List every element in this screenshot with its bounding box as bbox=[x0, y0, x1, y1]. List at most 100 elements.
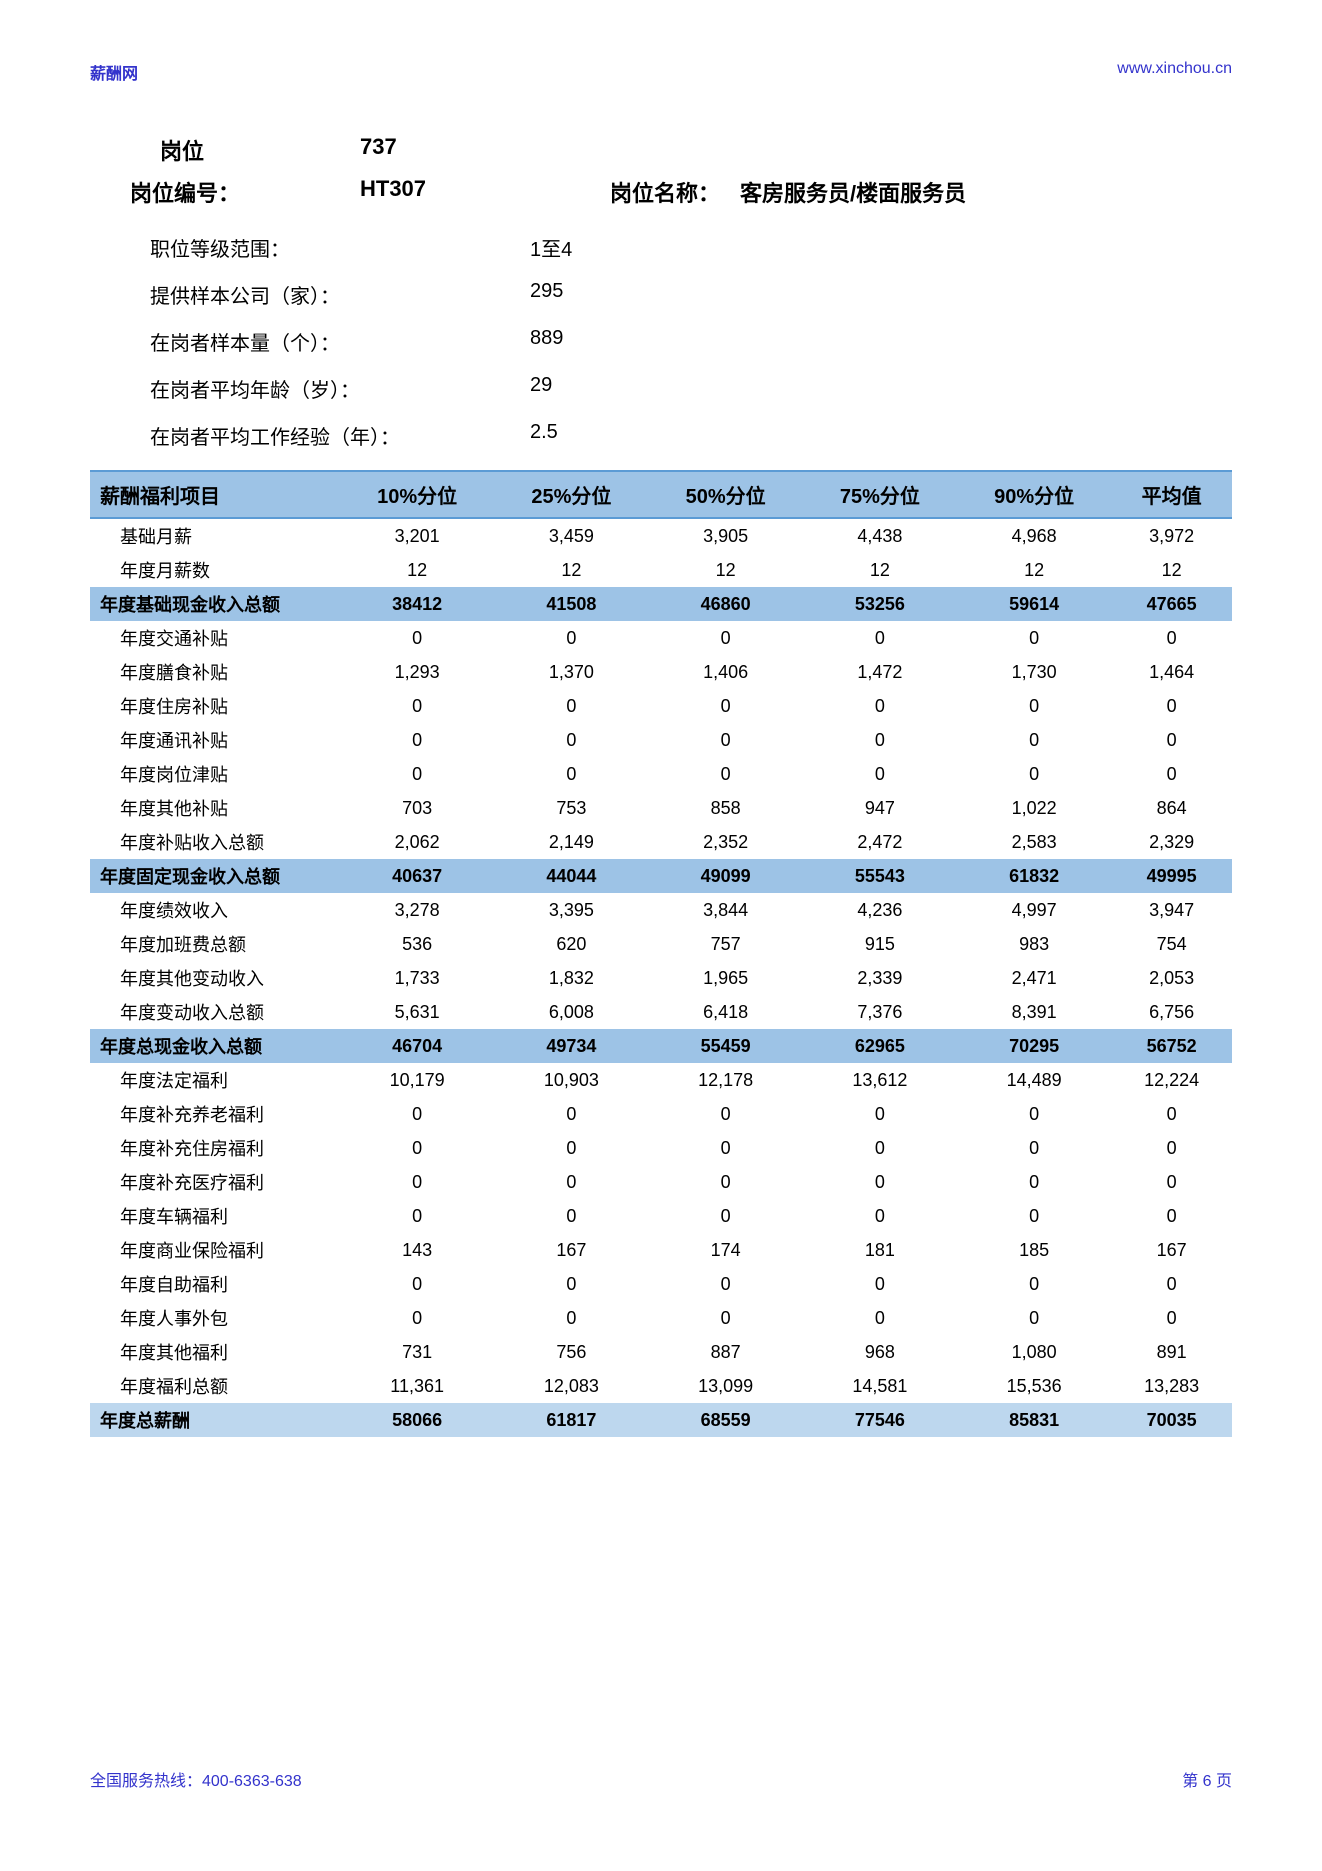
table-cell: 0 bbox=[1111, 689, 1232, 723]
table-cell: 0 bbox=[340, 1267, 494, 1301]
position-number: 737 bbox=[360, 134, 540, 166]
table-row: 基础月薪3,2013,4593,9054,4384,9683,972 bbox=[90, 518, 1232, 553]
info-row: 在岗者平均年龄（岁）：29 bbox=[150, 374, 1232, 403]
table-cell: 15,536 bbox=[957, 1369, 1111, 1403]
salary-table: 薪酬福利项目10%分位25%分位50%分位75%分位90%分位平均值 基础月薪3… bbox=[90, 470, 1232, 1437]
table-cell: 0 bbox=[803, 621, 957, 655]
table-header-cell: 10%分位 bbox=[340, 471, 494, 518]
table-cell: 14,489 bbox=[957, 1063, 1111, 1097]
table-row: 年度岗位津贴000000 bbox=[90, 757, 1232, 791]
table-cell: 0 bbox=[803, 1097, 957, 1131]
table-cell: 3,459 bbox=[494, 518, 648, 553]
table-cell: 年度岗位津贴 bbox=[90, 757, 340, 791]
table-cell: 0 bbox=[957, 1131, 1111, 1165]
table-cell: 年度总薪酬 bbox=[90, 1403, 340, 1437]
table-cell: 0 bbox=[494, 621, 648, 655]
table-cell: 0 bbox=[803, 1267, 957, 1301]
table-cell: 0 bbox=[957, 1165, 1111, 1199]
table-row: 年度其他补贴7037538589471,022864 bbox=[90, 791, 1232, 825]
table-cell: 年度固定现金收入总额 bbox=[90, 859, 340, 893]
table-row: 年度总现金收入总额467044973455459629657029556752 bbox=[90, 1029, 1232, 1063]
info-value: 295 bbox=[530, 280, 563, 309]
table-row: 年度补充住房福利000000 bbox=[90, 1131, 1232, 1165]
info-label: 在岗者平均年龄（岁）： bbox=[150, 374, 530, 403]
site-name[interactable]: 薪酬网 bbox=[90, 60, 138, 84]
table-cell: 2,352 bbox=[649, 825, 803, 859]
table-cell: 12 bbox=[957, 553, 1111, 587]
table-cell: 0 bbox=[1111, 1165, 1232, 1199]
table-row: 年度交通补贴000000 bbox=[90, 621, 1232, 655]
table-cell: 年度其他变动收入 bbox=[90, 961, 340, 995]
info-label: 提供样本公司（家）： bbox=[150, 280, 530, 309]
table-cell: 41508 bbox=[494, 587, 648, 621]
table-cell: 703 bbox=[340, 791, 494, 825]
table-cell: 年度补充养老福利 bbox=[90, 1097, 340, 1131]
table-cell: 12 bbox=[803, 553, 957, 587]
table-cell: 46860 bbox=[649, 587, 803, 621]
table-cell: 0 bbox=[957, 689, 1111, 723]
table-cell: 年度福利总额 bbox=[90, 1369, 340, 1403]
table-cell: 1,022 bbox=[957, 791, 1111, 825]
table-cell: 基础月薪 bbox=[90, 518, 340, 553]
table-header-cell: 90%分位 bbox=[957, 471, 1111, 518]
table-cell: 968 bbox=[803, 1335, 957, 1369]
table-cell: 8,391 bbox=[957, 995, 1111, 1029]
table-row: 年度自助福利000000 bbox=[90, 1267, 1232, 1301]
table-cell: 174 bbox=[649, 1233, 803, 1267]
table-cell: 536 bbox=[340, 927, 494, 961]
table-cell: 12,083 bbox=[494, 1369, 648, 1403]
table-cell: 年度人事外包 bbox=[90, 1301, 340, 1335]
table-cell: 年度膳食补贴 bbox=[90, 655, 340, 689]
table-cell: 0 bbox=[340, 1097, 494, 1131]
table-cell: 0 bbox=[340, 689, 494, 723]
table-cell: 0 bbox=[957, 1301, 1111, 1335]
table-cell: 5,631 bbox=[340, 995, 494, 1029]
table-cell: 12 bbox=[1111, 553, 1232, 587]
table-cell: 1,472 bbox=[803, 655, 957, 689]
table-cell: 181 bbox=[803, 1233, 957, 1267]
info-block: 职位等级范围：1至4提供样本公司（家）：295在岗者样本量（个）：889在岗者平… bbox=[150, 233, 1232, 450]
table-cell: 1,464 bbox=[1111, 655, 1232, 689]
table-cell: 0 bbox=[494, 689, 648, 723]
table-cell: 3,278 bbox=[340, 893, 494, 927]
table-cell: 40637 bbox=[340, 859, 494, 893]
page-number: 第 6 页 bbox=[1182, 1767, 1232, 1791]
table-cell: 2,329 bbox=[1111, 825, 1232, 859]
table-cell: 85831 bbox=[957, 1403, 1111, 1437]
table-cell: 0 bbox=[1111, 757, 1232, 791]
table-cell: 0 bbox=[494, 1165, 648, 1199]
table-cell: 70295 bbox=[957, 1029, 1111, 1063]
table-cell: 0 bbox=[1111, 1131, 1232, 1165]
table-cell: 0 bbox=[957, 1267, 1111, 1301]
table-cell: 38412 bbox=[340, 587, 494, 621]
table-row: 年度补贴收入总额2,0622,1492,3522,4722,5832,329 bbox=[90, 825, 1232, 859]
table-cell: 1,730 bbox=[957, 655, 1111, 689]
table-row: 年度通讯补贴000000 bbox=[90, 723, 1232, 757]
table-cell: 59614 bbox=[957, 587, 1111, 621]
table-cell: 13,612 bbox=[803, 1063, 957, 1097]
site-url[interactable]: www.xinchou.cn bbox=[1117, 60, 1232, 84]
table-cell: 0 bbox=[957, 757, 1111, 791]
table-cell: 55543 bbox=[803, 859, 957, 893]
table-cell: 0 bbox=[340, 723, 494, 757]
table-cell: 2,053 bbox=[1111, 961, 1232, 995]
table-cell: 0 bbox=[649, 1199, 803, 1233]
table-row: 年度福利总额11,36112,08313,09914,58115,53613,2… bbox=[90, 1369, 1232, 1403]
table-row: 年度补充养老福利000000 bbox=[90, 1097, 1232, 1131]
table-cell: 0 bbox=[803, 1301, 957, 1335]
table-cell: 4,438 bbox=[803, 518, 957, 553]
table-cell: 年度补充住房福利 bbox=[90, 1131, 340, 1165]
table-cell: 753 bbox=[494, 791, 648, 825]
table-cell: 0 bbox=[649, 1165, 803, 1199]
table-cell: 756 bbox=[494, 1335, 648, 1369]
table-cell: 53256 bbox=[803, 587, 957, 621]
table-cell: 0 bbox=[494, 1131, 648, 1165]
table-cell: 4,997 bbox=[957, 893, 1111, 927]
table-cell: 12 bbox=[649, 553, 803, 587]
table-cell: 62965 bbox=[803, 1029, 957, 1063]
table-cell: 47665 bbox=[1111, 587, 1232, 621]
table-cell: 1,293 bbox=[340, 655, 494, 689]
table-cell: 2,149 bbox=[494, 825, 648, 859]
table-cell: 12,224 bbox=[1111, 1063, 1232, 1097]
table-cell: 49995 bbox=[1111, 859, 1232, 893]
